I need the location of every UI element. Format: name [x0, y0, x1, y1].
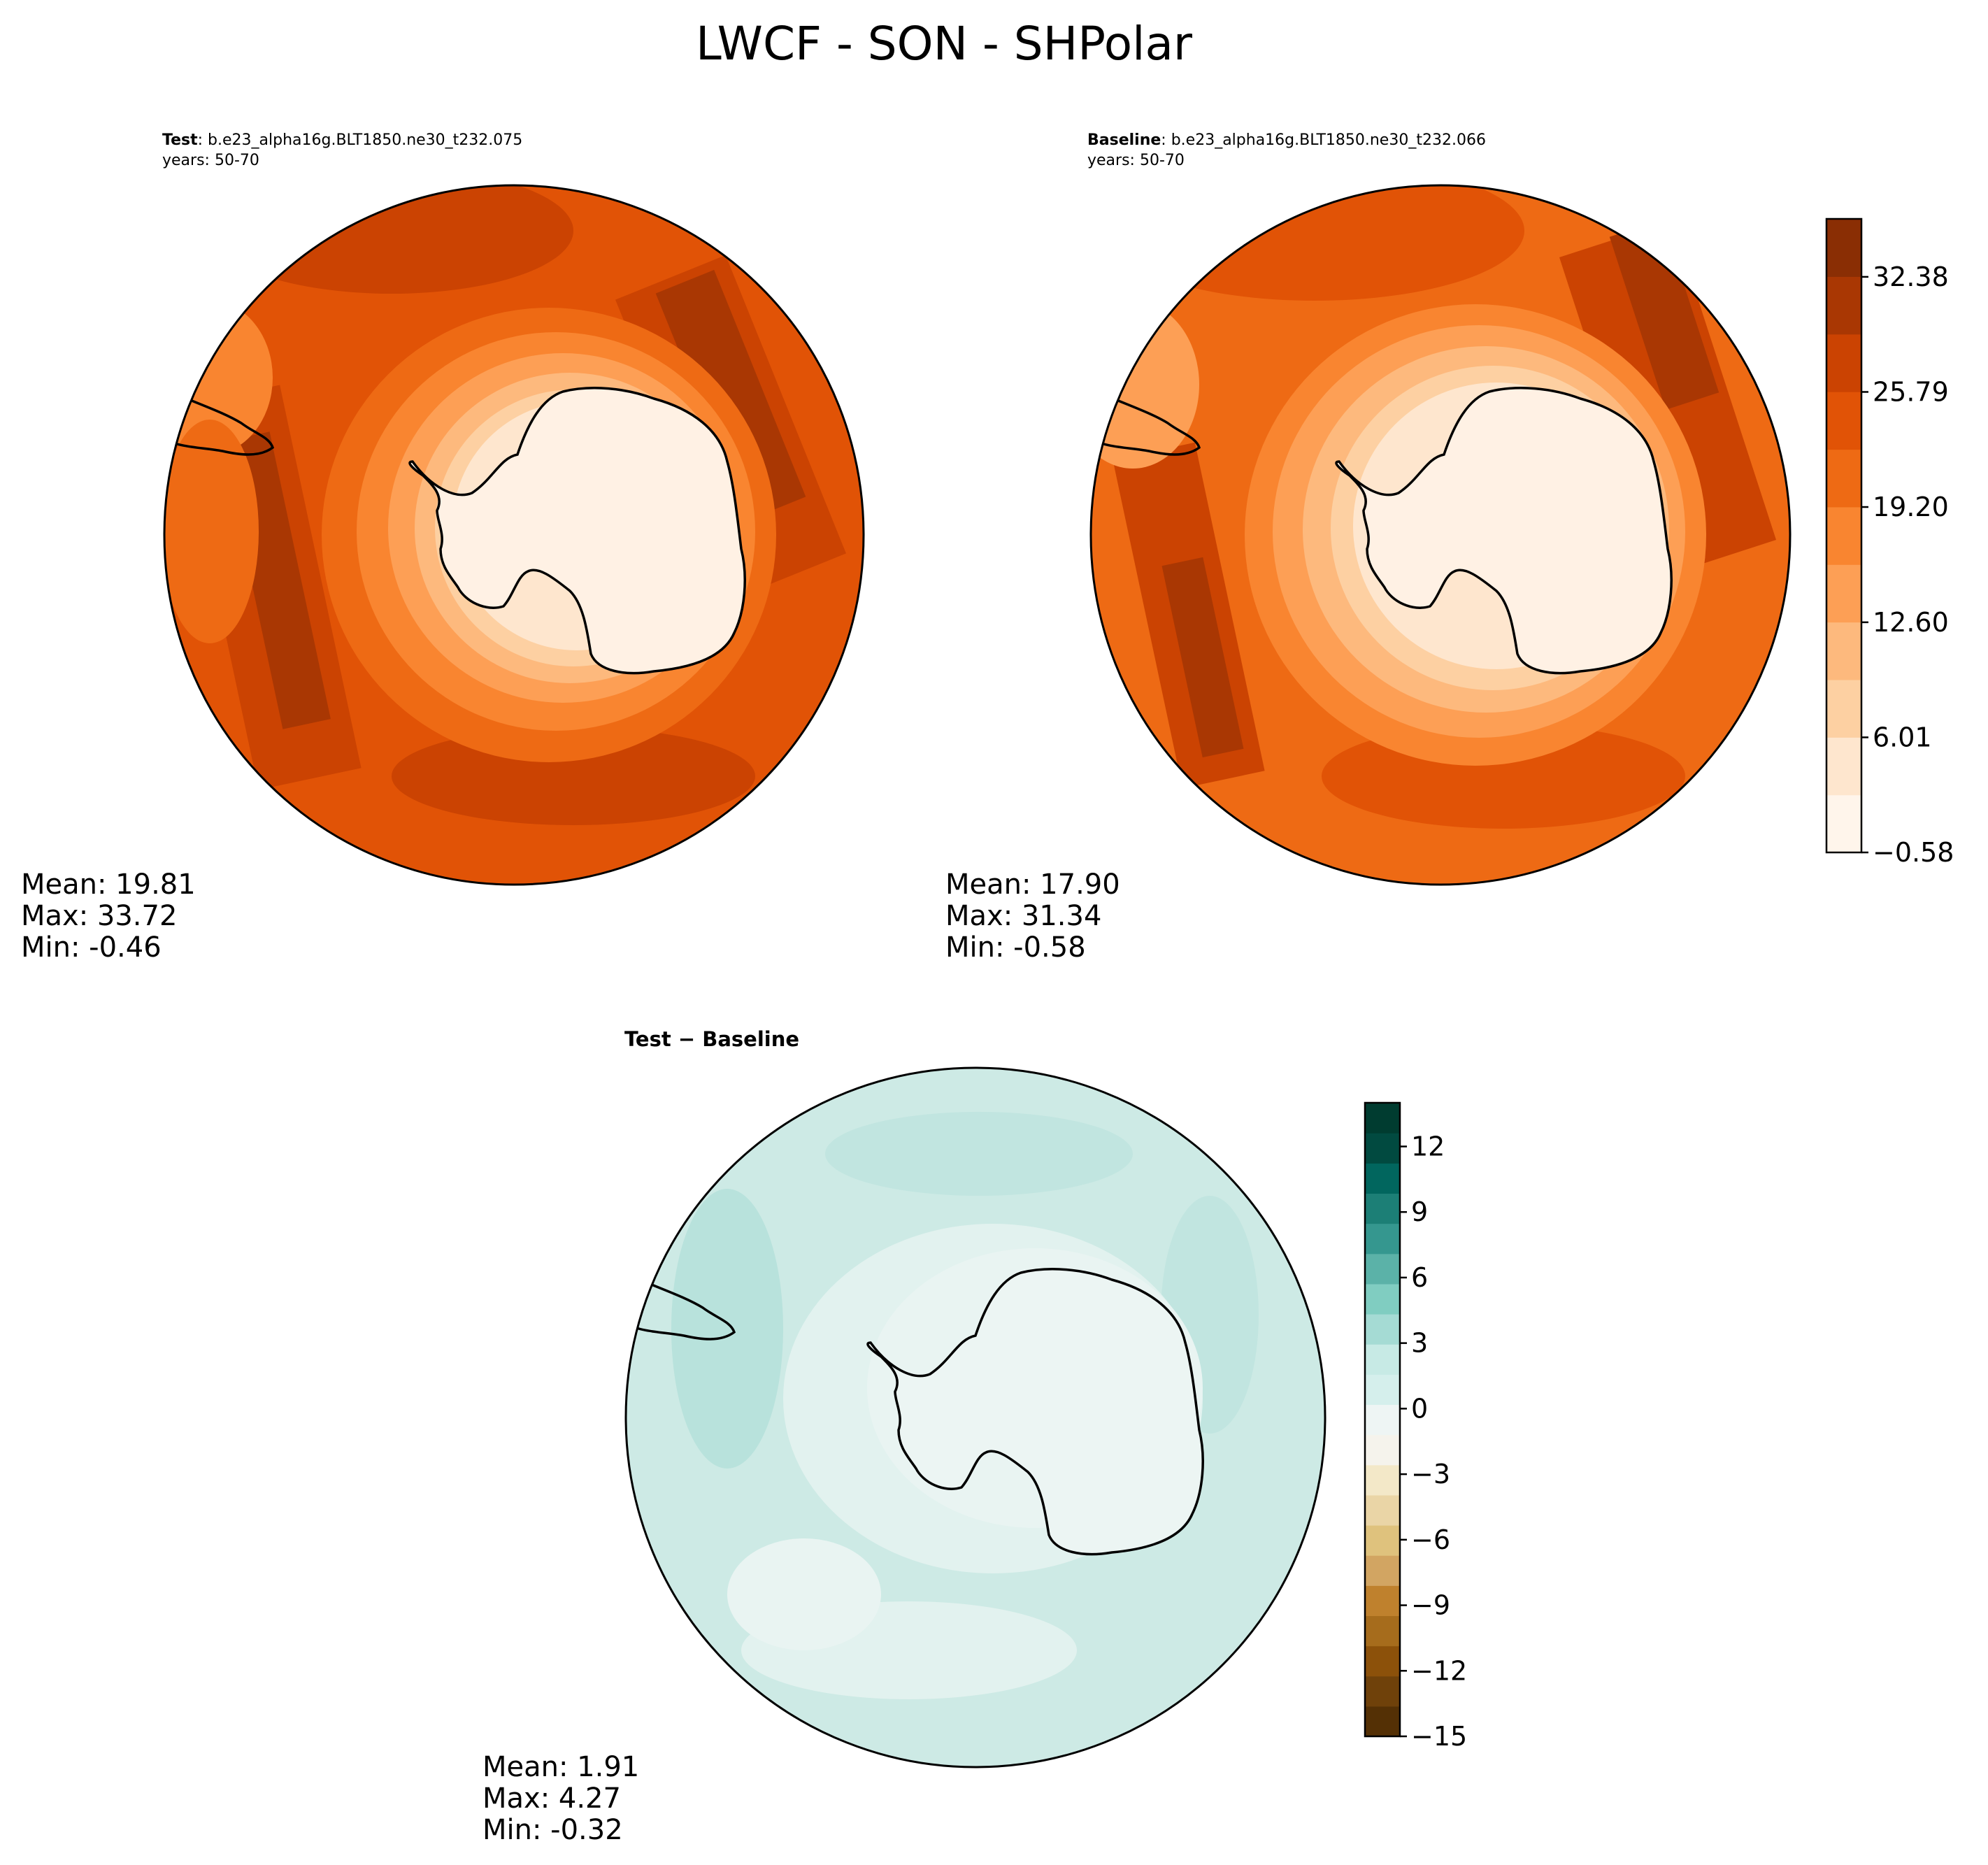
- difference-southwest-light: [727, 1538, 881, 1650]
- colorbar-bottom-tick-label: 12: [1411, 1131, 1445, 1162]
- difference-mean: Mean: 1.91: [482, 1751, 639, 1783]
- colorbar-bottom-segment: [1365, 1253, 1400, 1285]
- colorbar-test-baseline: −0.58 6.01 12.60 19.20 25.79 32.38: [1825, 217, 1954, 868]
- baseline-panel: Baseline: b.e23_alpha16g.BLT1850.ne30_t2…: [945, 131, 1954, 964]
- colorbar-bottom-segment: [1365, 1585, 1400, 1617]
- difference-map: [626, 1068, 1325, 1767]
- test-sw-light: [164, 420, 259, 643]
- colorbar-bottom-tick-label: −15: [1411, 1721, 1467, 1752]
- difference-min: Min: -0.32: [482, 1814, 623, 1846]
- colorbar-bottom-tick-label: −12: [1411, 1655, 1467, 1686]
- colorbar-bottom-segment: [1365, 1103, 1400, 1134]
- colorbar-bottom-tick-label: −9: [1411, 1590, 1450, 1621]
- colorbar-bottom-segment: [1365, 1193, 1400, 1224]
- test-panel: Test: b.e23_alpha16g.BLT1850.ne30_t232.0…: [21, 131, 865, 964]
- colorbar-top-segment: [1826, 334, 1861, 392]
- test-map: [164, 185, 864, 885]
- baseline-mean: Mean: 17.90: [945, 869, 1120, 901]
- colorbar-top-segment: [1826, 276, 1861, 335]
- colorbar-top-border: [1825, 217, 1863, 854]
- baseline-map: [1091, 185, 1790, 885]
- colorbar-bottom-segment: [1365, 1133, 1400, 1164]
- colorbar-bottom-segment: [1365, 1404, 1400, 1436]
- difference-north-band: [825, 1112, 1133, 1196]
- colorbar-bottom-tick-label: 6: [1411, 1262, 1428, 1293]
- colorbar-top-segment: [1826, 392, 1861, 450]
- colorbar-bottom-segment: [1365, 1344, 1400, 1375]
- colorbar-bottom-segment: [1365, 1163, 1400, 1194]
- colorbar-bottom-segment: [1365, 1374, 1400, 1406]
- baseline-band-north: [1105, 185, 1524, 301]
- difference-title: Test − Baseline: [624, 1027, 799, 1051]
- colorbar-top-tick-label: 19.20: [1873, 492, 1949, 522]
- difference-map-border: [624, 1066, 1326, 1768]
- colorbar-top-tick-label: −0.58: [1873, 837, 1954, 868]
- test-map-border: [163, 184, 865, 886]
- figure-title: LWCF - SON - SHPolar: [696, 17, 1193, 71]
- baseline-nw-light: [1091, 301, 1199, 469]
- difference-max: Max: 4.27: [482, 1782, 621, 1815]
- test-band-darker-right: [655, 269, 806, 521]
- colorbar-bottom-segment: [1365, 1615, 1400, 1647]
- colorbar-bottom-tick-label: 9: [1411, 1196, 1428, 1227]
- colorbar-bottom-tick-label: 3: [1411, 1328, 1428, 1359]
- colorbar-top-segment: [1826, 794, 1861, 853]
- baseline-max: Max: 31.34: [945, 900, 1101, 932]
- colorbar-top-tick-label: 6.01: [1873, 722, 1932, 752]
- colorbar-bottom-segment: [1365, 1223, 1400, 1255]
- test-band-north: [210, 185, 573, 294]
- colorbar-top-segment: [1826, 622, 1861, 680]
- test-header-bold: Test: [162, 131, 198, 149]
- colorbar-top-tick-label: 12.60: [1873, 607, 1949, 638]
- test-min: Min: -0.46: [21, 931, 162, 964]
- colorbar-bottom-tick-label: 0: [1411, 1393, 1428, 1424]
- colorbar-top-segment: [1826, 564, 1861, 623]
- colorbar-top-segment: [1826, 219, 1861, 277]
- baseline-min: Min: -0.58: [945, 931, 1086, 964]
- colorbar-bottom-segment: [1365, 1675, 1400, 1707]
- colorbar-top-segment: [1826, 449, 1861, 508]
- baseline-header: Baseline: b.e23_alpha16g.BLT1850.ne30_t2…: [1087, 131, 1486, 149]
- colorbar-bottom-segment: [1365, 1314, 1400, 1345]
- colorbar-bottom-segment: [1365, 1464, 1400, 1496]
- colorbar-top-tick-label: 32.38: [1873, 262, 1949, 292]
- test-years: years: 50-70: [162, 152, 259, 169]
- colorbar-top-segment: [1826, 506, 1861, 565]
- baseline-header-bold: Baseline: [1087, 131, 1161, 149]
- colorbar-bottom-segment: [1365, 1645, 1400, 1677]
- baseline-map-border: [1089, 184, 1792, 886]
- difference-south-america-coast: [629, 1278, 736, 1341]
- test-mean: Mean: 19.81: [21, 869, 196, 901]
- colorbar-bottom-segment: [1365, 1283, 1400, 1315]
- colorbar-bottom-segment: [1365, 1706, 1400, 1737]
- colorbar-top-segment: [1826, 737, 1861, 796]
- test-south-america-coast: [167, 394, 275, 456]
- colorbar-bottom-tick-label: −6: [1411, 1524, 1450, 1555]
- colorbar-bottom-segment: [1365, 1494, 1400, 1526]
- colorbar-top-segment: [1826, 679, 1861, 738]
- baseline-south-america-coast: [1094, 394, 1201, 456]
- baseline-header-case: : b.e23_alpha16g.BLT1850.ne30_t232.066: [1161, 131, 1486, 149]
- difference-west-band: [671, 1189, 783, 1469]
- test-max: Max: 33.72: [21, 900, 177, 932]
- colorbar-bottom-segment: [1365, 1434, 1400, 1466]
- colorbar-bottom-segment: [1365, 1525, 1400, 1556]
- baseline-band-darker-right: [1609, 220, 1719, 410]
- difference-panel: Test − Baseline Mean: 1.91 Max: 4.27 Min…: [482, 1027, 1467, 1846]
- colorbar-difference: −15 −12 −9 −6 −3 0 3 6 9 12: [1364, 1101, 1467, 1752]
- colorbar-top-tick-label: 25.79: [1873, 376, 1949, 407]
- test-header: Test: b.e23_alpha16g.BLT1850.ne30_t232.0…: [162, 131, 522, 149]
- baseline-band-darker-left: [1161, 557, 1244, 758]
- colorbar-bottom-tick-label: −3: [1411, 1459, 1450, 1489]
- colorbar-bottom-border: [1364, 1101, 1401, 1738]
- baseline-years: years: 50-70: [1087, 152, 1185, 169]
- colorbar-bottom-segment: [1365, 1555, 1400, 1586]
- test-header-case: : b.e23_alpha16g.BLT1850.ne30_t232.075: [198, 131, 523, 149]
